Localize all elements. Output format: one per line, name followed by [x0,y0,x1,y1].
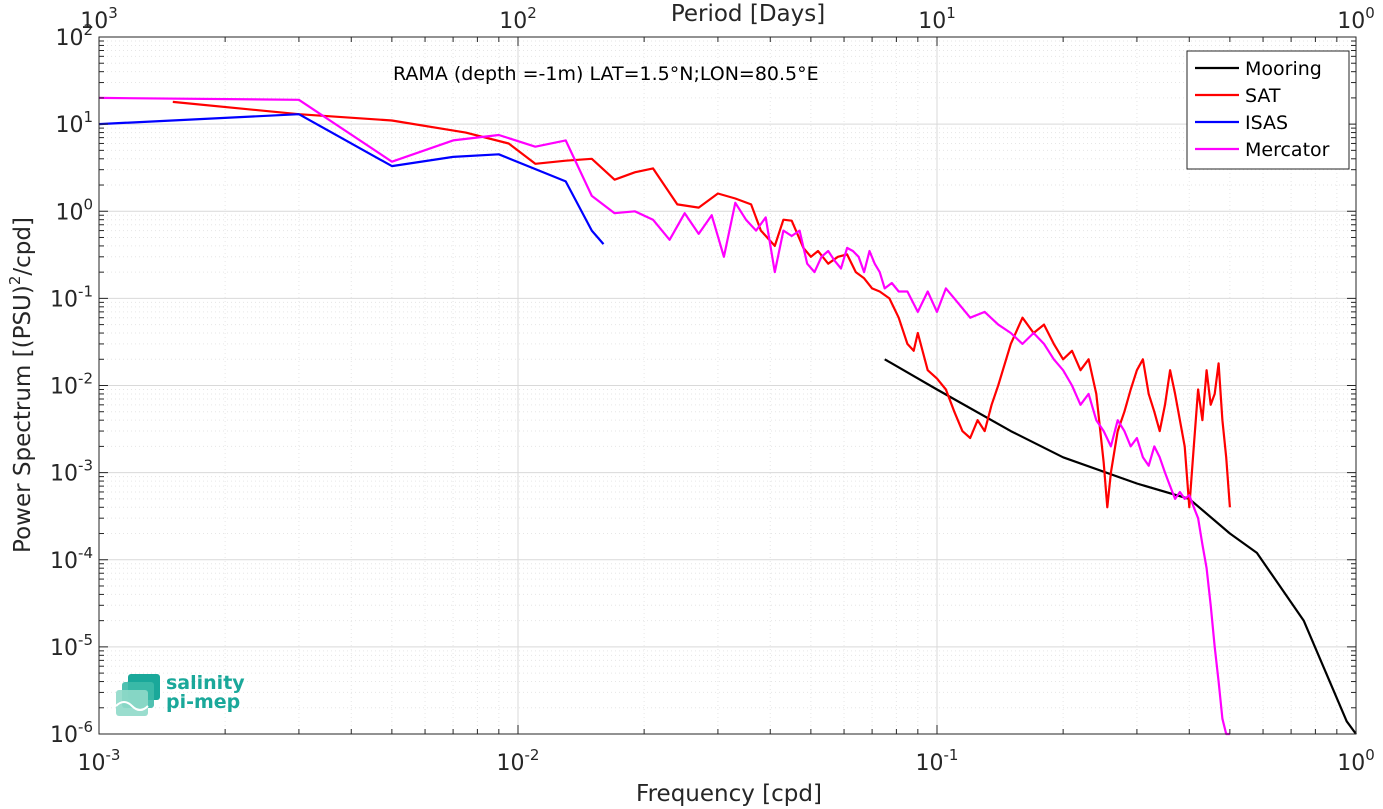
x-tick-label-exp: 0 [1365,746,1375,764]
x2-tick-label: 102 [499,4,537,34]
y-tick-label-base: 10 [50,287,78,312]
x2-tick-label-exp: 3 [108,4,118,22]
y-tick-label-base: 10 [50,723,78,748]
x-tick-label-exp: -3 [106,746,121,764]
y-axis-label-unit: /cpd] [10,217,36,276]
y-tick-label-exp: 0 [83,195,93,213]
logo-text: salinity pi-mep [166,674,245,712]
y-tick-label-exp: -6 [78,718,93,736]
logo-line1: salinity [166,672,245,694]
y-tick-label: 10-5 [50,631,93,661]
legend-label-isas: ISAS [1245,112,1288,134]
y-axis-label-main: Power Spectrum [(PSU) [10,285,36,553]
x-tick-labels: 10-3 10-2 10-1 100 [78,746,1375,776]
x-tick-label: 10-3 [78,746,121,776]
x-tick-label-base: 10 [497,751,525,776]
series-line-isas [98,113,605,245]
y-tick-label-base: 10 [55,26,83,51]
y-tick-label: 10-4 [50,544,93,574]
y-axis-label: Power Spectrum [(PSU)2/cpd] [6,217,36,553]
x-tick-label-exp: -2 [525,746,540,764]
logo-wave-icon [115,674,160,716]
y-tick-label: 10-2 [50,370,93,400]
x-tick-label-base: 10 [1337,751,1365,776]
series-lines [98,96,1357,736]
x-tick-label: 10-2 [497,746,540,776]
y-tick-label-exp: 2 [83,21,93,39]
x2-tick-label-base: 10 [80,9,108,34]
x2-tick-label: 101 [918,4,956,34]
x2-tick-label-exp: 1 [946,4,956,22]
series-line-sat [172,100,1231,509]
y-tick-label-exp: 1 [83,108,93,126]
legend: Mooring SAT ISAS Mercator [1186,50,1350,170]
y-tick-label-exp: -1 [78,282,93,300]
x-axis-label: Frequency [cpd] [636,781,822,807]
x2-tick-label-base: 10 [499,9,527,34]
logo-line2: pi-mep [166,691,241,713]
y-tick-label-base: 10 [50,636,78,661]
legend-label-mercator: Mercator [1245,139,1330,161]
y-tick-label: 10-1 [50,282,93,312]
x2-tick-label-exp: 0 [1365,4,1375,22]
y-tick-label: 10-3 [50,457,93,487]
x2-tick-label-base: 10 [1337,9,1365,34]
x2-tick-labels: 103 102 101 100 [80,4,1375,34]
legend-label-mooring: Mooring [1245,58,1322,80]
series-line-mercator [98,96,1230,736]
y-tick-label: 101 [55,108,93,138]
y-tick-label-base: 10 [50,549,78,574]
y-axis-label-exp: 2 [6,276,24,286]
x-tick-label-base: 10 [916,751,944,776]
y-tick-label-base: 10 [55,113,83,138]
x-tick-label-exp: -1 [944,746,959,764]
x-tick-label-base: 10 [78,751,106,776]
x2-tick-label: 100 [1337,4,1375,34]
y-tick-label-base: 10 [50,375,78,400]
salinity-pi-mep-logo: salinity pi-mep [114,672,254,724]
x-tick-label: 100 [1337,746,1375,776]
grid [98,36,1357,735]
chart-title: RAMA (depth =-1m) LAT=1.5°N;LON=80.5°E [393,63,819,85]
y-tick-label: 10-6 [50,718,93,748]
y-tick-label: 100 [55,195,93,225]
legend-label-sat: SAT [1245,85,1281,107]
x2-tick-label-exp: 2 [527,4,537,22]
y-tick-label-exp: -3 [78,457,93,475]
x2-tick-label: 103 [80,4,118,34]
y-tick-label-base: 10 [55,200,83,225]
y-tick-label-exp: -2 [78,370,93,388]
x2-axis-label: Period [Days] [671,1,825,27]
y-tick-label-exp: -5 [78,631,93,649]
y-tick-label-exp: -4 [78,544,93,562]
y-tick-label: 102 [55,21,93,51]
x-tick-label: 10-1 [916,746,959,776]
y-tick-label-base: 10 [50,462,78,487]
x2-tick-label-base: 10 [918,9,946,34]
tick-marks [98,36,1357,735]
